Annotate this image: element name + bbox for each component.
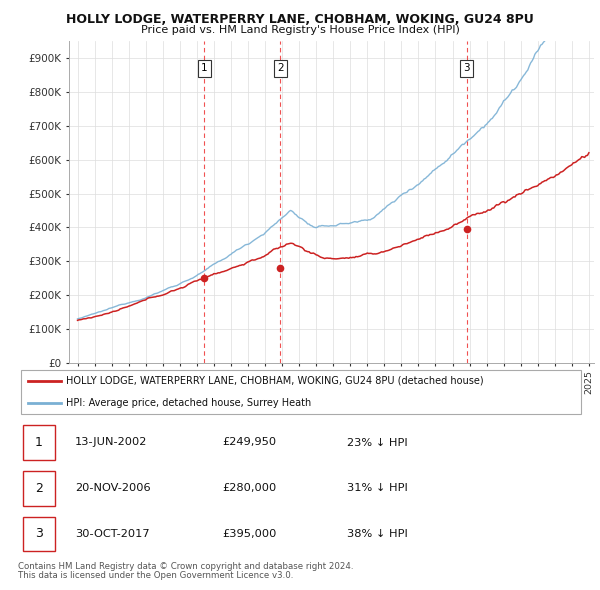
Text: 1: 1 <box>35 436 43 449</box>
Text: £395,000: £395,000 <box>222 529 277 539</box>
Text: 2: 2 <box>277 63 284 73</box>
Text: Price paid vs. HM Land Registry's House Price Index (HPI): Price paid vs. HM Land Registry's House … <box>140 25 460 35</box>
FancyBboxPatch shape <box>23 471 55 506</box>
Text: 3: 3 <box>463 63 470 73</box>
FancyBboxPatch shape <box>21 369 581 415</box>
Text: HOLLY LODGE, WATERPERRY LANE, CHOBHAM, WOKING, GU24 8PU (detached house): HOLLY LODGE, WATERPERRY LANE, CHOBHAM, W… <box>66 376 484 386</box>
Text: 13-JUN-2002: 13-JUN-2002 <box>75 437 147 447</box>
Text: HOLLY LODGE, WATERPERRY LANE, CHOBHAM, WOKING, GU24 8PU: HOLLY LODGE, WATERPERRY LANE, CHOBHAM, W… <box>66 13 534 26</box>
Text: Contains HM Land Registry data © Crown copyright and database right 2024.: Contains HM Land Registry data © Crown c… <box>18 562 353 571</box>
Text: £249,950: £249,950 <box>222 437 276 447</box>
Text: HPI: Average price, detached house, Surrey Heath: HPI: Average price, detached house, Surr… <box>66 398 311 408</box>
Text: 20-NOV-2006: 20-NOV-2006 <box>75 483 151 493</box>
FancyBboxPatch shape <box>23 425 55 460</box>
Text: 3: 3 <box>35 527 43 540</box>
Text: 30-OCT-2017: 30-OCT-2017 <box>75 529 149 539</box>
Text: 2: 2 <box>35 481 43 495</box>
Text: £280,000: £280,000 <box>222 483 277 493</box>
FancyBboxPatch shape <box>23 517 55 551</box>
Text: 23% ↓ HPI: 23% ↓ HPI <box>347 437 407 447</box>
Text: 38% ↓ HPI: 38% ↓ HPI <box>347 529 408 539</box>
Text: 31% ↓ HPI: 31% ↓ HPI <box>347 483 408 493</box>
Text: This data is licensed under the Open Government Licence v3.0.: This data is licensed under the Open Gov… <box>18 571 293 580</box>
Text: 1: 1 <box>201 63 208 73</box>
